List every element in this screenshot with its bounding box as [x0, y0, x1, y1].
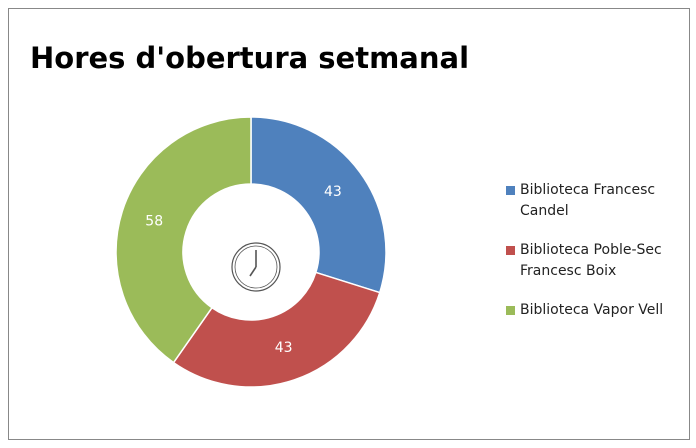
legend-swatch [506, 186, 515, 195]
chart-title: Hores d'obertura setmanal [30, 41, 469, 75]
legend-label: Biblioteca Francesc Candel [520, 182, 656, 219]
legend-item: Biblioteca Poble-Sec Francesc Boix [506, 240, 686, 282]
slices: 43 43 58 [115, 116, 387, 388]
data-label: 43 [275, 340, 293, 356]
legend-item: Biblioteca Vapor Vell [506, 300, 686, 321]
clock-icon [231, 242, 281, 292]
data-label: 43 [324, 184, 342, 200]
donut-slice [172, 271, 381, 388]
legend-item: Biblioteca Francesc Candel [506, 180, 686, 222]
data-label: 58 [145, 213, 163, 229]
donut-slice [115, 116, 252, 364]
donut-slice [250, 116, 387, 294]
legend-swatch [506, 246, 515, 255]
legend-label: Biblioteca Vapor Vell [520, 302, 664, 318]
legend-label: Biblioteca Poble-Sec Francesc Boix [520, 242, 662, 279]
legend-swatch [506, 306, 515, 315]
legend: Biblioteca Francesc Candel Biblioteca Pob… [506, 180, 686, 339]
